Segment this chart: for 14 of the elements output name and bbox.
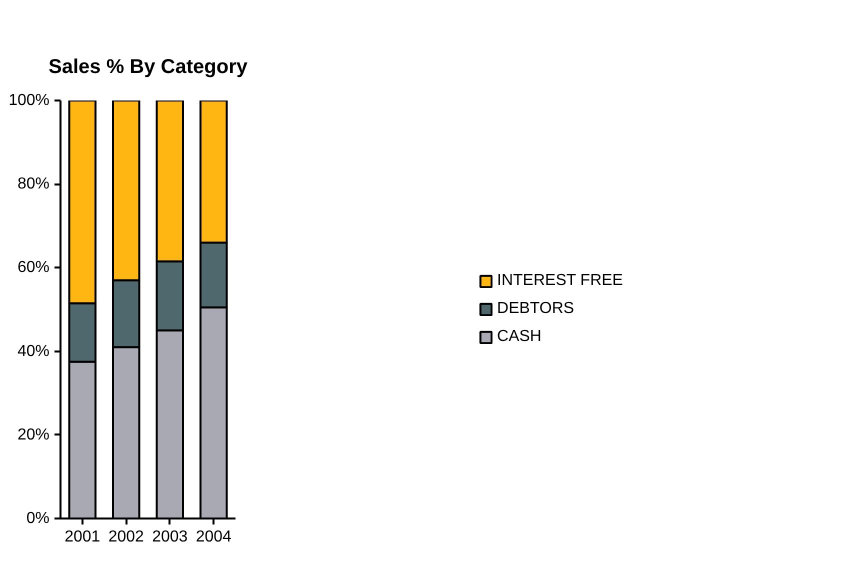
y-tick-label: 20% (17, 426, 50, 444)
legend-label: DEBTORS (497, 300, 574, 318)
x-tick-label: 2002 (108, 528, 144, 546)
y-tick-label: 40% (17, 342, 50, 360)
y-tick-label: 0% (26, 510, 50, 527)
x-tick-label: 2001 (64, 528, 100, 546)
legend-label: CASH (497, 328, 542, 346)
y-tick-label: 60% (17, 259, 50, 276)
legend-label: INTEREST FREE (497, 272, 623, 290)
y-tick-label: 80% (17, 176, 50, 193)
y-tick-label: 100% (8, 92, 50, 109)
x-tick-label: 2004 (196, 528, 232, 546)
x-tick-label: 2003 (152, 528, 188, 546)
chart-title: Sales % By Category (48, 56, 248, 78)
